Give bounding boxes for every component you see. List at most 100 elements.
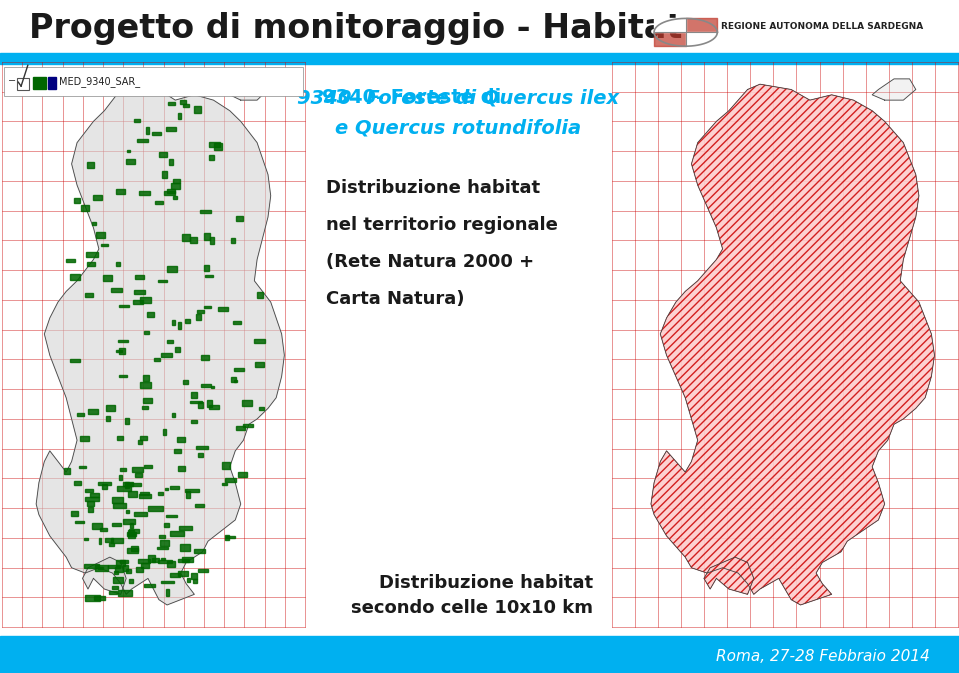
Bar [170, 531, 183, 536]
Bar [166, 589, 169, 596]
Bar [111, 288, 122, 292]
Bar [126, 160, 135, 164]
Bar [177, 571, 188, 575]
Bar [165, 488, 169, 491]
Text: 9340- Foreste di: 9340- Foreste di [321, 88, 596, 107]
Polygon shape [36, 84, 285, 605]
Bar [124, 519, 134, 524]
Bar [108, 591, 118, 594]
Bar [84, 564, 99, 567]
Bar [137, 139, 149, 141]
Bar [152, 131, 161, 135]
Bar [86, 252, 98, 257]
Bar [48, 77, 56, 89]
Bar [231, 377, 236, 382]
Bar [612, 62, 958, 627]
Bar [200, 210, 211, 213]
Bar [157, 279, 167, 282]
Bar [74, 198, 80, 203]
Bar [181, 557, 193, 563]
Bar [117, 486, 130, 491]
Bar [186, 491, 190, 497]
Bar [141, 563, 149, 568]
Bar [117, 436, 124, 440]
Text: nel territorio regionale: nel territorio regionale [326, 217, 558, 234]
Bar [98, 567, 104, 569]
Bar [255, 362, 264, 367]
Bar [129, 579, 133, 583]
Bar [167, 340, 174, 343]
Bar [164, 523, 170, 527]
Bar [120, 560, 128, 563]
Polygon shape [651, 84, 934, 605]
Bar [148, 555, 155, 562]
Text: REGIONE AUTONOMA DELLA SARDEGNA: REGIONE AUTONOMA DELLA SARDEGNA [721, 22, 924, 32]
Bar [85, 596, 100, 601]
Bar [197, 310, 204, 314]
Bar [158, 492, 163, 495]
Bar [112, 497, 123, 503]
Bar [159, 152, 167, 157]
Bar [128, 548, 137, 553]
Bar [146, 127, 150, 133]
Bar [204, 275, 213, 277]
Bar [209, 155, 214, 160]
Bar [211, 386, 214, 388]
Bar [139, 494, 151, 498]
Bar [136, 567, 143, 573]
Bar [166, 515, 176, 518]
Bar [119, 475, 123, 481]
Bar [168, 102, 175, 105]
Bar [87, 162, 94, 168]
Bar [194, 106, 201, 112]
Bar [90, 493, 100, 497]
Bar [98, 483, 111, 485]
Bar [79, 466, 86, 468]
Bar [71, 511, 79, 516]
Text: −: − [8, 77, 15, 86]
Bar [126, 510, 129, 513]
Bar [145, 332, 149, 334]
Polygon shape [82, 557, 127, 594]
Bar [167, 561, 175, 567]
Bar [169, 160, 173, 165]
Bar [226, 536, 235, 538]
Bar [74, 481, 81, 485]
Bar [170, 487, 178, 489]
Text: Distribuzione habitat: Distribuzione habitat [326, 180, 540, 197]
Bar [207, 400, 213, 407]
Bar [175, 347, 180, 352]
Bar [225, 534, 229, 540]
Bar [177, 322, 181, 329]
Bar [133, 300, 143, 304]
Bar [118, 340, 129, 343]
Bar [113, 577, 123, 583]
Bar [233, 321, 242, 324]
Bar [140, 436, 147, 439]
Bar [95, 565, 108, 571]
Text: Carta Natura): Carta Natura) [326, 291, 464, 308]
Bar [171, 183, 180, 189]
Bar [238, 472, 247, 477]
Bar [153, 357, 160, 361]
Bar [224, 479, 236, 482]
Bar [143, 375, 149, 381]
Bar [111, 538, 124, 543]
Bar [144, 584, 155, 588]
Bar [155, 201, 163, 205]
Bar [66, 259, 75, 262]
Bar [198, 453, 202, 456]
Bar [80, 435, 88, 441]
Bar [129, 530, 134, 535]
Bar [144, 398, 152, 403]
Bar [84, 293, 93, 297]
Bar [106, 416, 109, 421]
Bar [160, 540, 169, 546]
Bar [70, 359, 80, 362]
Bar [140, 382, 151, 388]
Bar [135, 275, 144, 279]
Bar [204, 306, 211, 308]
Bar [129, 529, 138, 533]
Polygon shape [704, 557, 754, 594]
Bar [119, 305, 129, 308]
